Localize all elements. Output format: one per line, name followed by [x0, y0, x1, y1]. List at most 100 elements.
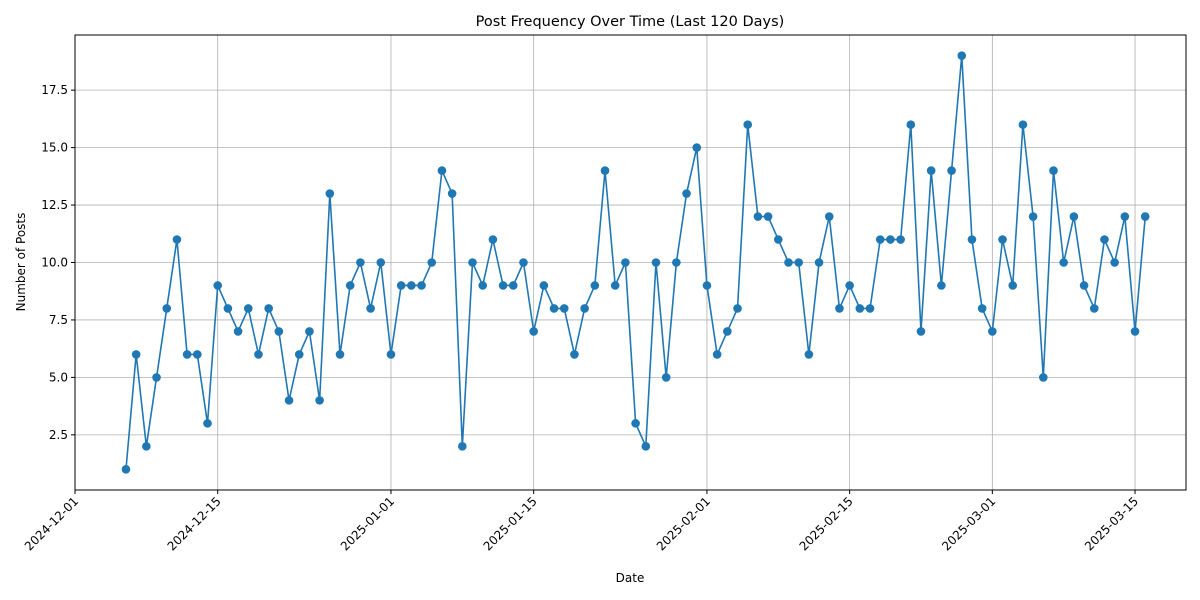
data-point [937, 281, 946, 290]
data-point [1079, 281, 1089, 290]
data-point [366, 304, 375, 313]
data-point [1059, 258, 1068, 267]
data-point [967, 235, 977, 244]
data-point [142, 442, 151, 451]
data-point [508, 281, 518, 290]
data-point [325, 189, 335, 198]
y-axis-ticks: 2.5 5.0 7.5 10.0 12.5 15.0 17.5 [41, 83, 75, 442]
data-point [386, 350, 396, 359]
data-point [243, 304, 253, 313]
data-point [794, 258, 803, 267]
data-point [274, 327, 284, 336]
data-point [702, 281, 712, 290]
data-point [203, 419, 212, 428]
data-point [896, 235, 905, 244]
chart-title: Post Frequency Over Time (Last 120 Days) [476, 14, 785, 30]
data-point [865, 304, 875, 313]
data-point [651, 258, 661, 267]
data-point [916, 327, 926, 336]
data-point [437, 166, 447, 175]
data-point [977, 304, 987, 313]
data-point [1008, 281, 1018, 290]
x-tick-label: 2025-02-15 [797, 494, 856, 553]
data-point [712, 350, 722, 359]
data-point [692, 143, 702, 152]
data-point [407, 281, 416, 290]
data-point [998, 235, 1007, 244]
data-point [1110, 258, 1119, 267]
data-point [641, 442, 651, 451]
data-point [570, 350, 579, 359]
data-point [529, 327, 538, 336]
data-point [1120, 212, 1130, 221]
data-point [1049, 166, 1058, 175]
data-point [621, 258, 630, 267]
y-tick-label: 12.5 [41, 198, 68, 212]
data-point [906, 120, 916, 129]
data-point [1069, 212, 1079, 221]
data-point [957, 51, 967, 60]
data-point [1028, 212, 1038, 221]
data-point [610, 281, 620, 290]
data-point [988, 327, 997, 336]
data-point [233, 327, 243, 336]
data-point [284, 396, 294, 405]
data-point [559, 304, 569, 313]
data-point [294, 350, 304, 359]
data-point [478, 281, 488, 290]
data-point [835, 304, 844, 313]
data-point [172, 235, 182, 244]
data-point [498, 281, 508, 290]
data-point [345, 281, 355, 290]
data-point [743, 120, 753, 129]
data-point [875, 235, 885, 244]
data-point [458, 442, 467, 451]
data-point [376, 258, 386, 267]
y-tick-label: 10.0 [41, 256, 68, 270]
data-point [152, 373, 161, 382]
data-point [427, 258, 437, 267]
data-point [631, 419, 640, 428]
data-point [193, 350, 202, 359]
data-point [773, 235, 783, 244]
data-point [855, 304, 865, 313]
data-points [121, 51, 1150, 474]
data-point [1039, 373, 1048, 382]
x-axis-title: Date [616, 571, 645, 585]
data-point [723, 327, 732, 336]
data-point [519, 258, 528, 267]
x-axis-ticks: 2024-12-01 2024-12-15 2025-01-01 2025-01-15… [22, 490, 1141, 553]
data-point [305, 327, 314, 336]
data-point [223, 304, 233, 313]
data-point [814, 258, 824, 267]
data-point [417, 281, 426, 290]
data-point [356, 258, 365, 267]
data-point [733, 304, 742, 313]
y-tick-label: 2.5 [49, 428, 68, 442]
x-tick-label: 2025-01-01 [338, 494, 397, 553]
data-point [162, 304, 172, 313]
data-point [886, 235, 895, 244]
data-point [1100, 235, 1109, 244]
data-point [1018, 120, 1028, 129]
y-tick-label: 17.5 [41, 83, 68, 97]
data-point [753, 212, 763, 221]
x-tick-label: 2025-03-15 [1082, 494, 1141, 553]
data-point [672, 258, 681, 267]
x-tick-label: 2024-12-15 [165, 494, 224, 553]
data-point [549, 304, 559, 313]
data-point [396, 281, 406, 290]
data-point [488, 235, 498, 244]
y-tick-label: 5.0 [49, 370, 68, 384]
y-tick-label: 15.0 [41, 141, 68, 155]
grid [74, 35, 1186, 490]
data-point [335, 350, 345, 359]
data-point [845, 281, 854, 290]
data-point [121, 465, 131, 474]
data-point [926, 166, 936, 175]
x-tick-label: 2025-01-15 [481, 494, 540, 553]
data-point [468, 258, 477, 267]
data-point [1130, 327, 1140, 336]
data-point [580, 304, 589, 313]
